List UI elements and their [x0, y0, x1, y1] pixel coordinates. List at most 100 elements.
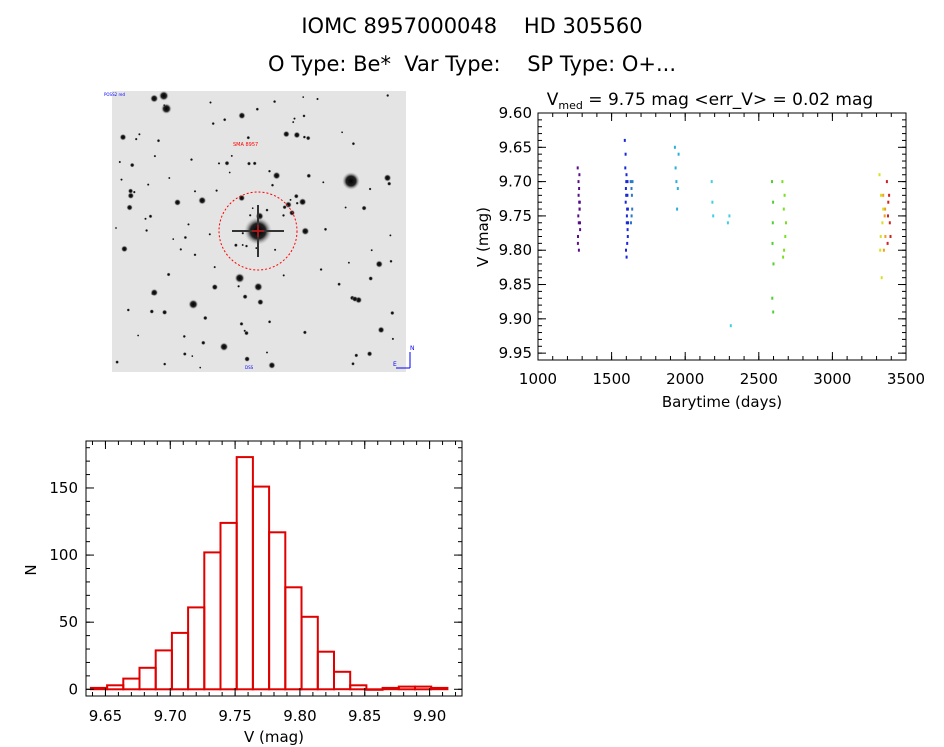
lc-data-point: [728, 214, 731, 218]
field-star: [272, 171, 281, 180]
lc-data-point: [784, 235, 787, 238]
field-star: [208, 232, 212, 236]
lc-data-point: [576, 241, 579, 245]
lc-data-point: [625, 255, 628, 259]
lc-data-point: [624, 187, 627, 190]
hist-bar: [219, 521, 238, 691]
lc-data-point: [576, 166, 579, 170]
hist-bar: [268, 531, 287, 691]
lc-data-point: [577, 248, 580, 252]
field-star: [118, 160, 122, 164]
lc-data-point: [578, 200, 581, 204]
field-star: [115, 360, 119, 364]
hist-bar: [397, 685, 416, 691]
field-star: [120, 178, 123, 182]
lc-data-point: [783, 248, 786, 252]
lc-data-point: [884, 207, 887, 211]
field-star: [347, 261, 351, 265]
field-star: [255, 107, 260, 111]
field-star: [182, 352, 187, 356]
field-star: [127, 188, 134, 194]
lc-data-point: [578, 173, 581, 177]
lc-data-point: [629, 180, 632, 184]
field-star: [237, 284, 241, 288]
field-star: [316, 97, 319, 101]
field-star: [252, 161, 257, 166]
field-star: [132, 190, 136, 194]
lc-data-point: [631, 207, 634, 211]
field-star: [383, 174, 392, 182]
field-star: [282, 130, 290, 138]
field-star: [293, 193, 299, 199]
field-star: [166, 272, 171, 277]
hist-plot-frame: [85, 440, 463, 697]
field-star: [293, 117, 296, 120]
lc-points: [576, 138, 892, 328]
lc-x-tick-label: 1500: [593, 370, 631, 388]
field-star: [127, 192, 135, 199]
hist-bar: [187, 606, 206, 691]
field-star: [149, 309, 155, 314]
lc-data-point: [626, 180, 629, 184]
lc-y-tick-label: 9.65: [499, 138, 532, 156]
hist-bar: [381, 686, 400, 691]
field-star: [305, 135, 311, 141]
field-star: [144, 217, 147, 221]
field-star: [387, 181, 392, 186]
field-star: [301, 227, 310, 236]
field-star: [219, 342, 229, 352]
lc-data-point: [675, 180, 678, 184]
field-star: [282, 274, 286, 277]
field-star: [150, 288, 159, 297]
hist-bars: [89, 456, 449, 691]
lc-data-point: [878, 173, 881, 177]
field-star: [340, 131, 344, 134]
hist-bar: [365, 688, 384, 691]
lc-ticks: 1000 1500 2000 2500 3000 3500 9.60 9.65 9.70 9.75…: [499, 104, 926, 388]
lc-data-point: [624, 166, 627, 170]
lc-data-point: [625, 221, 628, 225]
field-star: [158, 90, 169, 101]
field-star: [193, 189, 197, 193]
field-star: [273, 248, 277, 252]
lc-data-point: [578, 187, 581, 190]
image-corner-label-tl: POSS2 red: [104, 92, 125, 97]
lc-data-point: [771, 180, 773, 184]
lc-data-point: [729, 324, 732, 328]
lc-x-tick-label: 3500: [887, 370, 925, 388]
lc-x-tick-label: 2500: [740, 370, 778, 388]
hist-x-tick-label: 9.80: [283, 707, 316, 725]
field-star: [268, 361, 276, 369]
field-star: [285, 201, 292, 209]
lc-data-point: [772, 310, 775, 314]
field-star: [246, 135, 251, 140]
lc-data-point: [883, 214, 886, 218]
field-star: [198, 196, 207, 205]
lc-data-point: [782, 255, 785, 259]
field-star: [134, 137, 138, 141]
field-star: [246, 161, 252, 166]
field-star: [281, 213, 286, 217]
lc-data-point: [630, 214, 633, 218]
lc-y-tick-label: 9.90: [499, 310, 532, 328]
lc-data-point: [577, 180, 580, 184]
hist-bar: [154, 649, 173, 691]
field-star: [291, 120, 295, 124]
bright-field-star: [342, 172, 360, 190]
lc-data-point: [785, 221, 787, 225]
lc-data-point: [884, 235, 887, 238]
lc-data-point: [625, 193, 628, 197]
hist-bar: [235, 456, 254, 691]
hist-x-tick-label: 9.85: [348, 707, 381, 725]
field-star: [119, 133, 127, 141]
field-star: [188, 299, 199, 310]
hist-y-tick-label: 150: [49, 479, 78, 497]
field-star: [129, 162, 135, 168]
field-star: [187, 223, 190, 226]
field-star: [254, 246, 258, 250]
field-star: [323, 227, 328, 232]
lc-data-point: [674, 166, 677, 170]
field-star: [228, 171, 231, 174]
hist-y-tick-label: 0: [68, 680, 78, 698]
lc-data-point: [882, 248, 885, 252]
